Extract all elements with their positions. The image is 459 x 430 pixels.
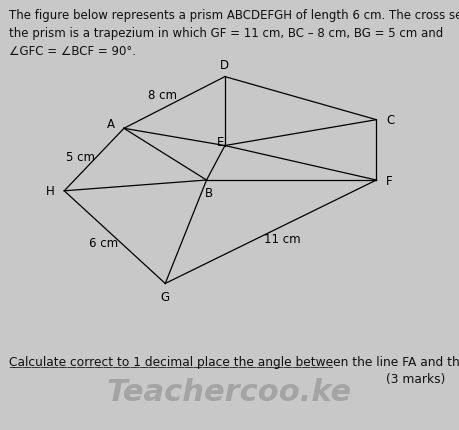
Text: 11 cm: 11 cm: [264, 232, 301, 245]
Text: A: A: [107, 118, 115, 131]
Text: 5 cm: 5 cm: [66, 150, 95, 163]
Text: 6 cm: 6 cm: [89, 237, 118, 249]
Text: Calculate correct to 1 decimal place the angle between the line FA and the plane: Calculate correct to 1 decimal place the…: [9, 355, 459, 368]
Text: D: D: [220, 59, 230, 72]
Text: (3 marks): (3 marks): [386, 372, 445, 385]
Text: B: B: [205, 186, 213, 199]
Text: The figure below represents a prism ABCDEFGH of length 6 cm. The cross section B: The figure below represents a prism ABCD…: [9, 9, 459, 58]
Text: F: F: [386, 174, 392, 187]
Text: H: H: [46, 185, 55, 198]
Text: Teachercoo.ke: Teachercoo.ke: [107, 377, 352, 406]
Text: E: E: [217, 135, 224, 148]
Text: 8 cm: 8 cm: [148, 89, 178, 102]
Text: ________________________________________________________________________: ________________________________________…: [9, 359, 333, 368]
Text: G: G: [161, 290, 170, 303]
Text: C: C: [386, 114, 394, 127]
